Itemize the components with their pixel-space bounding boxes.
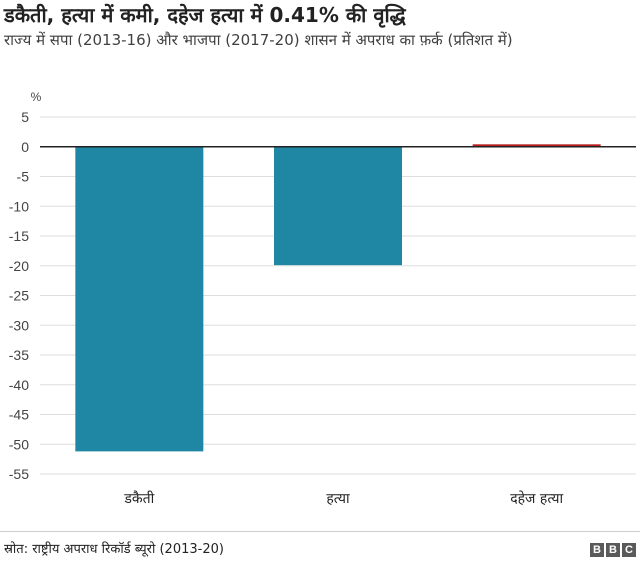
y-tick-label: -40 (9, 377, 29, 393)
y-tick-label: -50 (9, 436, 29, 452)
y-axis-label: % (31, 90, 42, 104)
y-tick-label: -10 (9, 198, 29, 214)
y-tick-label: -5 (17, 169, 30, 185)
footer-divider (0, 531, 640, 532)
bar (75, 146, 204, 452)
y-tick-label: -30 (9, 317, 29, 333)
y-tick-label: -25 (9, 288, 29, 304)
bbc-logo-letter: C (622, 543, 636, 557)
y-tick-label: 5 (21, 109, 29, 125)
bbc-logo: B B C (590, 543, 636, 557)
x-category-label: हत्या (326, 491, 350, 507)
bbc-logo-letter: B (590, 543, 604, 557)
y-tick-label: -45 (9, 407, 29, 423)
x-category-label: दहेज हत्या (510, 490, 563, 507)
bar-chart: %5 0 -5 -10 -15 -20 -25 -30 -35 -40 -45 -50 -55 डकैती… (9, 90, 636, 507)
chart-subtitle: राज्य में सपा (2013-16) और भाजपा (2017-2… (4, 31, 513, 49)
y-tick-label: -55 (9, 466, 29, 482)
y-tick-label: -15 (9, 228, 29, 244)
bbc-logo-letter: B (606, 543, 620, 557)
bar (274, 146, 402, 266)
chart-title: डकैती, हत्या में कमी, दहेज हत्या में 0.4… (4, 3, 406, 27)
source-note: स्रोत: राष्ट्रीय अपराध रिकॉर्ड ब्यूरो (2… (4, 542, 224, 557)
x-category-label: डकैती (123, 490, 154, 507)
y-tick-label: -35 (9, 347, 29, 363)
bar (472, 144, 601, 147)
y-tick-label: 0 (21, 139, 29, 155)
y-tick-label: -20 (9, 258, 29, 274)
